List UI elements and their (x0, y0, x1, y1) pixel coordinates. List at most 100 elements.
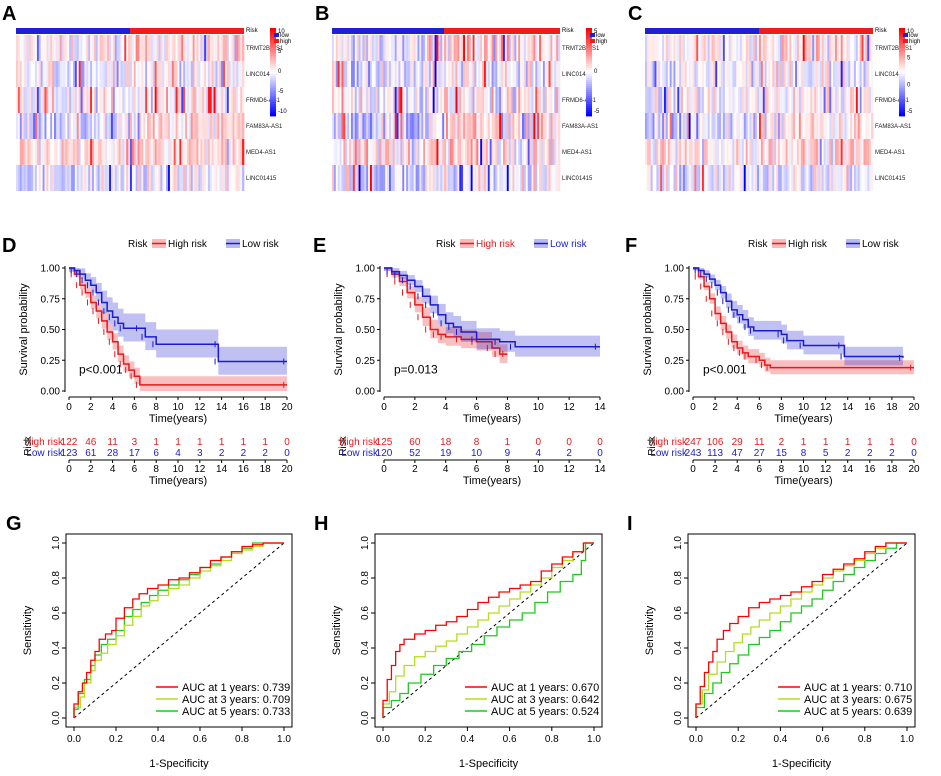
heatmap-cell (381, 87, 384, 113)
heatmap-cell (798, 87, 802, 113)
heatmap-cell (335, 113, 338, 139)
heatmap-cell (495, 165, 498, 191)
heatmap-cell (766, 61, 769, 87)
heatmap-cell (59, 165, 62, 191)
risk-count: 2 (262, 448, 268, 459)
heatmap-cell (387, 139, 390, 165)
heatmap-cell (192, 35, 195, 61)
heatmap-cell (808, 87, 811, 113)
heatmap-cell (137, 35, 140, 61)
heatmap-cell (158, 35, 161, 61)
heatmap-cell (362, 35, 365, 61)
heatmap-cell (84, 113, 87, 139)
heatmap-cell (840, 35, 843, 61)
risk-x-tick-label: 2 (412, 464, 418, 475)
scale-cell (270, 76, 276, 79)
heatmap-cell (757, 165, 760, 191)
heatmap-cell (793, 113, 796, 139)
heatmap-cell (800, 139, 803, 165)
heatmap-cell (823, 35, 826, 61)
heatmap-cell (759, 139, 762, 165)
heatmap-cell (774, 113, 777, 139)
heatmap-cell (783, 139, 786, 165)
heatmap-cell (74, 87, 78, 113)
heatmap-cell (485, 165, 489, 191)
risk-count: 2 (867, 448, 873, 459)
heatmap-cell (434, 165, 437, 191)
risk-bar-high (444, 28, 560, 34)
heatmap-cell (238, 139, 241, 165)
heatmap-cell (381, 165, 384, 191)
heatmap-cell (80, 139, 83, 165)
heatmap-cell (732, 139, 735, 165)
survival-curve (384, 267, 600, 348)
roc-curve (73, 542, 284, 718)
heatmap-cell (459, 165, 462, 191)
heatmap-cell (57, 165, 60, 191)
heatmap-cell (392, 87, 395, 113)
heatmap-cell (861, 165, 864, 191)
heatmap-cell (523, 139, 527, 165)
heatmap-cell (351, 113, 354, 139)
heatmap-cell (512, 113, 515, 139)
heatmap-cell (200, 139, 203, 165)
heatmap-cell (501, 61, 504, 87)
x-tick-label: 8 (779, 402, 785, 413)
heatmap-cell (497, 139, 500, 165)
heatmap-cell (44, 61, 47, 87)
risk-x-tick-label: 16 (864, 464, 876, 475)
heatmap-cell (781, 87, 784, 113)
heatmap-cell (230, 61, 233, 87)
risk-row-name: Low risk (26, 448, 64, 459)
heatmap-cell (179, 35, 182, 61)
legend-label: AUC at 3 years: 0.642 (491, 694, 599, 706)
heatmap-cell (797, 113, 800, 139)
heatmap-cell (101, 113, 104, 139)
x-tick-label: 10 (798, 402, 810, 413)
heatmap-cell (508, 61, 511, 87)
scale-cell (899, 38, 905, 41)
heatmap-cell (190, 87, 193, 113)
scale-cell (586, 46, 592, 49)
heatmap-cell (126, 113, 129, 139)
heatmap-cell (97, 87, 100, 113)
heatmap-cell (736, 61, 739, 87)
heatmap-cell (863, 165, 866, 191)
y-axis-label: Sensitivity (331, 605, 343, 655)
heatmap-cell (482, 87, 485, 113)
heatmap-cell (457, 165, 460, 191)
heatmap-cell (128, 61, 131, 87)
heatmap-cell (709, 165, 712, 191)
heatmap-cell (556, 87, 559, 113)
heatmap-cell (861, 35, 864, 61)
heatmap-cell (764, 61, 767, 87)
heatmap-cell (131, 165, 135, 191)
heatmap-cell (25, 87, 28, 113)
heatmap-cell (850, 139, 853, 165)
scale-cell (270, 88, 276, 91)
heatmap-cell (352, 87, 356, 113)
legend-label: Low risk (242, 239, 280, 250)
heatmap-cell (415, 61, 418, 87)
heatmap-cell (373, 165, 376, 191)
heatmap-cell (381, 139, 384, 165)
heatmap-cell (681, 113, 684, 139)
heatmap-cell (804, 35, 807, 61)
heatmap-cell (390, 35, 394, 61)
risk-x-tick-label: 14 (216, 464, 228, 475)
gene-label: FRMD6-AS1 (246, 98, 281, 104)
heatmap-cell (38, 165, 41, 191)
heatmap-cell (78, 35, 81, 61)
heatmap-cell (781, 61, 784, 87)
heatmap-cell (785, 113, 788, 139)
heatmap-cell (857, 165, 860, 191)
y-tick-label: 0.50 (41, 325, 61, 336)
heatmap-cell (662, 165, 665, 191)
risk-count: 1 (823, 437, 829, 448)
heatmap-cell (368, 113, 371, 139)
risk-x-tick-label: 0 (381, 464, 387, 475)
heatmap-cell (652, 113, 655, 139)
heatmap-cell (63, 113, 66, 139)
heatmap-cell (209, 61, 212, 87)
